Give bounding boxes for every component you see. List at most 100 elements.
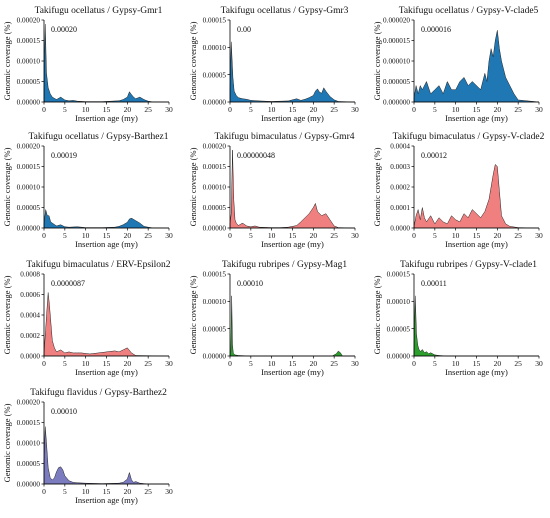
chart-panel: Takifugu ocellatus / Gypsy-Gmr1 0.00000 0.… — [2, 5, 173, 123]
x-tick-label: 20 — [494, 231, 502, 240]
peak-annotation: 0.00010 — [237, 279, 263, 288]
y-tick-label: 0.0002 — [390, 184, 410, 192]
x-tick-label: 30 — [165, 487, 173, 496]
y-axis-label: Genomic coverage (%) — [2, 275, 12, 354]
chart-panel: Takifugu rubripes / Gypsy-Mag1 0.00000 0.0… — [188, 259, 359, 377]
panel-title: Takifugu bimaculatus / Gypsy-V-clade2 — [393, 131, 545, 142]
y-tick-label: 0.00010 — [203, 44, 227, 52]
y-tick-label: 0.0000 — [20, 353, 40, 361]
x-tick-label: 25 — [144, 231, 152, 240]
x-axis-label: Insertion age (my) — [445, 367, 508, 377]
chart-panel: Takifugu ocellatus / Gypsy-Gmr3 0.00000 0.… — [188, 5, 359, 123]
x-axis-label: Insertion age (my) — [261, 113, 324, 123]
x-tick-label: 25 — [144, 105, 152, 114]
x-tick-label: 5 — [63, 231, 67, 240]
y-tick-label: 0.00010 — [17, 58, 41, 66]
peak-annotation: 0.00019 — [51, 151, 77, 160]
x-tick-label: 15 — [289, 105, 297, 114]
x-tick-label: 25 — [330, 231, 338, 240]
y-tick-label: 0.0008 — [20, 271, 40, 279]
y-tick-label: 0.0001 — [390, 204, 410, 212]
y-tick-label: 0.00020 — [17, 143, 41, 151]
y-tick-label: 0.00020 — [203, 143, 227, 151]
panel-title: Takifugu ocellatus / Gypsy-Gmr1 — [35, 5, 163, 16]
x-axis-label: Insertion age (my) — [75, 367, 138, 377]
x-tick-label: 20 — [310, 105, 318, 114]
y-tick-label: 0.0003 — [390, 163, 410, 171]
x-tick-label: 30 — [535, 105, 543, 114]
coverage-area — [43, 292, 170, 357]
y-tick-label: 0.00015 — [17, 419, 41, 427]
y-tick-label: 0.000005 — [383, 78, 410, 86]
y-axis-label: Genomic coverage (%) — [2, 21, 12, 100]
x-tick-label: 15 — [103, 359, 111, 368]
x-tick-label: 20 — [494, 105, 502, 114]
y-tick-label: 0.000000 — [383, 99, 410, 107]
x-tick-label: 15 — [473, 231, 481, 240]
coverage-area — [413, 164, 540, 229]
x-tick-label: 10 — [452, 231, 460, 240]
y-tick-label: 0.00000 — [17, 481, 41, 489]
x-tick-label: 0 — [412, 105, 416, 114]
panel-title: Takifugu ocellatus / Gypsy-V-clade5 — [399, 5, 539, 16]
y-tick-label: 0.00010 — [203, 298, 227, 306]
y-tick-label: 0.0004 — [20, 312, 40, 320]
x-tick-label: 10 — [82, 105, 90, 114]
y-axis-label: Genomic coverage (%) — [188, 21, 198, 100]
x-tick-label: 10 — [82, 231, 90, 240]
x-tick-label: 5 — [433, 105, 437, 114]
chart-panel: Takifugu rubripes / Gypsy-V-clade1 0.0000… — [372, 259, 543, 377]
x-tick-label: 30 — [351, 359, 359, 368]
y-tick-label: 0.000010 — [383, 58, 410, 66]
y-axis-label: Genomic coverage (%) — [2, 403, 12, 482]
coverage-area — [43, 23, 170, 103]
coverage-area — [413, 295, 540, 357]
x-tick-label: 5 — [433, 231, 437, 240]
x-tick-label: 30 — [535, 231, 543, 240]
chart-panel: Takifugu ocellatus / Gypsy-Barthez10.000… — [2, 131, 173, 249]
peak-annotation: 0.00 — [237, 25, 251, 34]
x-tick-label: 5 — [63, 359, 67, 368]
x-tick-label: 5 — [63, 105, 67, 114]
y-tick-label: 0.00000 — [203, 99, 227, 107]
peak-annotation: 0.00000048 — [237, 151, 275, 160]
panel-title: Takifugu bimaculatus / ERV-Epsilon2 — [26, 259, 170, 270]
y-tick-label: 0.00000 — [17, 99, 41, 107]
x-tick-label: 5 — [433, 359, 437, 368]
coverage-area — [229, 295, 356, 357]
peak-annotation: 0.00012 — [421, 151, 447, 160]
x-tick-label: 15 — [103, 231, 111, 240]
x-tick-label: 10 — [452, 359, 460, 368]
coverage-area — [43, 209, 170, 229]
x-tick-label: 15 — [103, 105, 111, 114]
y-tick-label: 0.00000 — [203, 225, 227, 233]
x-tick-label: 20 — [124, 231, 132, 240]
x-tick-label: 30 — [535, 359, 543, 368]
x-tick-label: 0 — [228, 105, 232, 114]
x-tick-label: 25 — [144, 487, 152, 496]
x-tick-label: 0 — [42, 487, 46, 496]
y-tick-label: 0.0004 — [390, 143, 410, 151]
x-tick-label: 0 — [412, 359, 416, 368]
x-tick-label: 30 — [351, 231, 359, 240]
x-tick-label: 20 — [310, 231, 318, 240]
panel-title: Takifugu rubripes / Gypsy-Mag1 — [222, 259, 347, 270]
y-tick-label: 0.00015 — [203, 271, 227, 279]
x-tick-label: 30 — [165, 105, 173, 114]
x-tick-label: 25 — [514, 105, 522, 114]
peak-annotation: 0.0000087 — [51, 279, 85, 288]
y-tick-label: 0.00005 — [17, 204, 41, 212]
coverage-area — [43, 426, 170, 485]
y-tick-label: 0.00005 — [203, 325, 227, 333]
x-tick-label: 10 — [268, 105, 276, 114]
x-tick-label: 0 — [42, 105, 46, 114]
x-axis-label: Insertion age (my) — [75, 495, 138, 505]
y-tick-label: 0.00015 — [387, 271, 411, 279]
coverage-area — [229, 41, 356, 103]
y-tick-label: 0.0006 — [20, 291, 40, 299]
x-tick-label: 10 — [82, 487, 90, 496]
x-axis-label: Insertion age (my) — [75, 113, 138, 123]
y-tick-label: 0.00015 — [17, 37, 41, 45]
y-tick-label: 0.00020 — [17, 17, 41, 25]
x-tick-label: 20 — [310, 359, 318, 368]
